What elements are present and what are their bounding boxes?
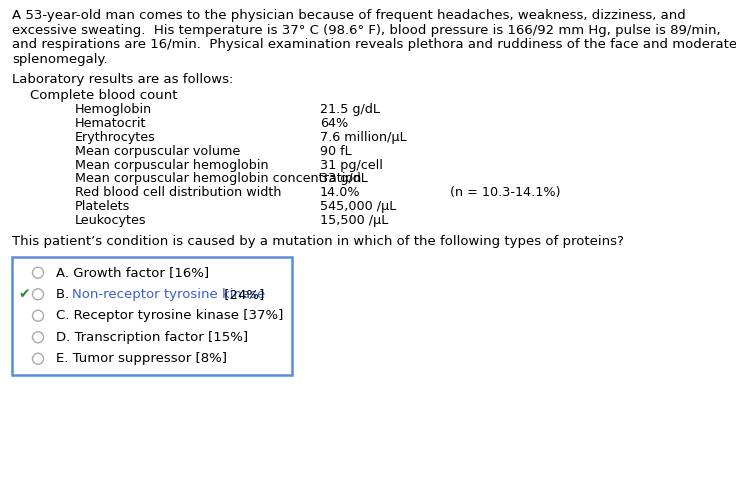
Text: Hemoglobin: Hemoglobin [75, 103, 152, 116]
Text: 7.6 million/μL: 7.6 million/μL [320, 131, 406, 144]
Text: Red blood cell distribution width: Red blood cell distribution width [75, 186, 281, 199]
Circle shape [32, 332, 43, 343]
Text: C. Receptor tyrosine kinase [37%]: C. Receptor tyrosine kinase [37%] [56, 309, 283, 322]
Text: A 53-year-old man comes to the physician because of frequent headaches, weakness: A 53-year-old man comes to the physician… [12, 9, 686, 22]
Text: B.: B. [56, 288, 74, 301]
Text: Mean corpuscular hemoglobin: Mean corpuscular hemoglobin [75, 159, 269, 172]
Circle shape [32, 267, 43, 278]
Text: Erythrocytes: Erythrocytes [75, 131, 156, 144]
Text: Hematocrit: Hematocrit [75, 117, 146, 130]
Text: Platelets: Platelets [75, 200, 130, 213]
Circle shape [32, 310, 43, 321]
Text: 64%: 64% [320, 117, 348, 130]
Text: ✔: ✔ [18, 287, 29, 301]
Text: 21.5 g/dL: 21.5 g/dL [320, 103, 380, 116]
Text: 90 fL: 90 fL [320, 145, 352, 158]
Text: Mean corpuscular volume: Mean corpuscular volume [75, 145, 240, 158]
Text: 31 pg/cell: 31 pg/cell [320, 159, 383, 172]
Text: Laboratory results are as follows:: Laboratory results are as follows: [12, 73, 233, 86]
Text: [24%]: [24%] [220, 288, 264, 301]
Circle shape [32, 289, 43, 300]
FancyBboxPatch shape [12, 257, 292, 375]
Text: and respirations are 16/min.  Physical examination reveals plethora and ruddines: and respirations are 16/min. Physical ex… [12, 38, 736, 51]
Text: D. Transcription factor [15%]: D. Transcription factor [15%] [56, 331, 248, 344]
Text: excessive sweating.  His temperature is 37° C (98.6° F), blood pressure is 166/9: excessive sweating. His temperature is 3… [12, 23, 721, 36]
Text: A. Growth factor [16%]: A. Growth factor [16%] [56, 266, 209, 279]
Text: Non-receptor tyrosine kinase: Non-receptor tyrosine kinase [72, 288, 265, 301]
Text: E. Tumor suppressor [8%]: E. Tumor suppressor [8%] [56, 352, 227, 365]
Text: Complete blood count: Complete blood count [30, 88, 177, 101]
Text: (n = 10.3-14.1%): (n = 10.3-14.1%) [450, 186, 561, 199]
Circle shape [32, 353, 43, 364]
Text: This patient’s condition is caused by a mutation in which of the following types: This patient’s condition is caused by a … [12, 235, 624, 248]
Text: 33 g/dL: 33 g/dL [320, 172, 368, 185]
Text: splenomegaly.: splenomegaly. [12, 52, 107, 65]
Text: 14.0%: 14.0% [320, 186, 361, 199]
Text: Mean corpuscular hemoglobin concentration: Mean corpuscular hemoglobin concentratio… [75, 172, 361, 185]
Text: Leukocytes: Leukocytes [75, 214, 146, 227]
Text: 15,500 /μL: 15,500 /μL [320, 214, 389, 227]
Text: 545,000 /μL: 545,000 /μL [320, 200, 396, 213]
